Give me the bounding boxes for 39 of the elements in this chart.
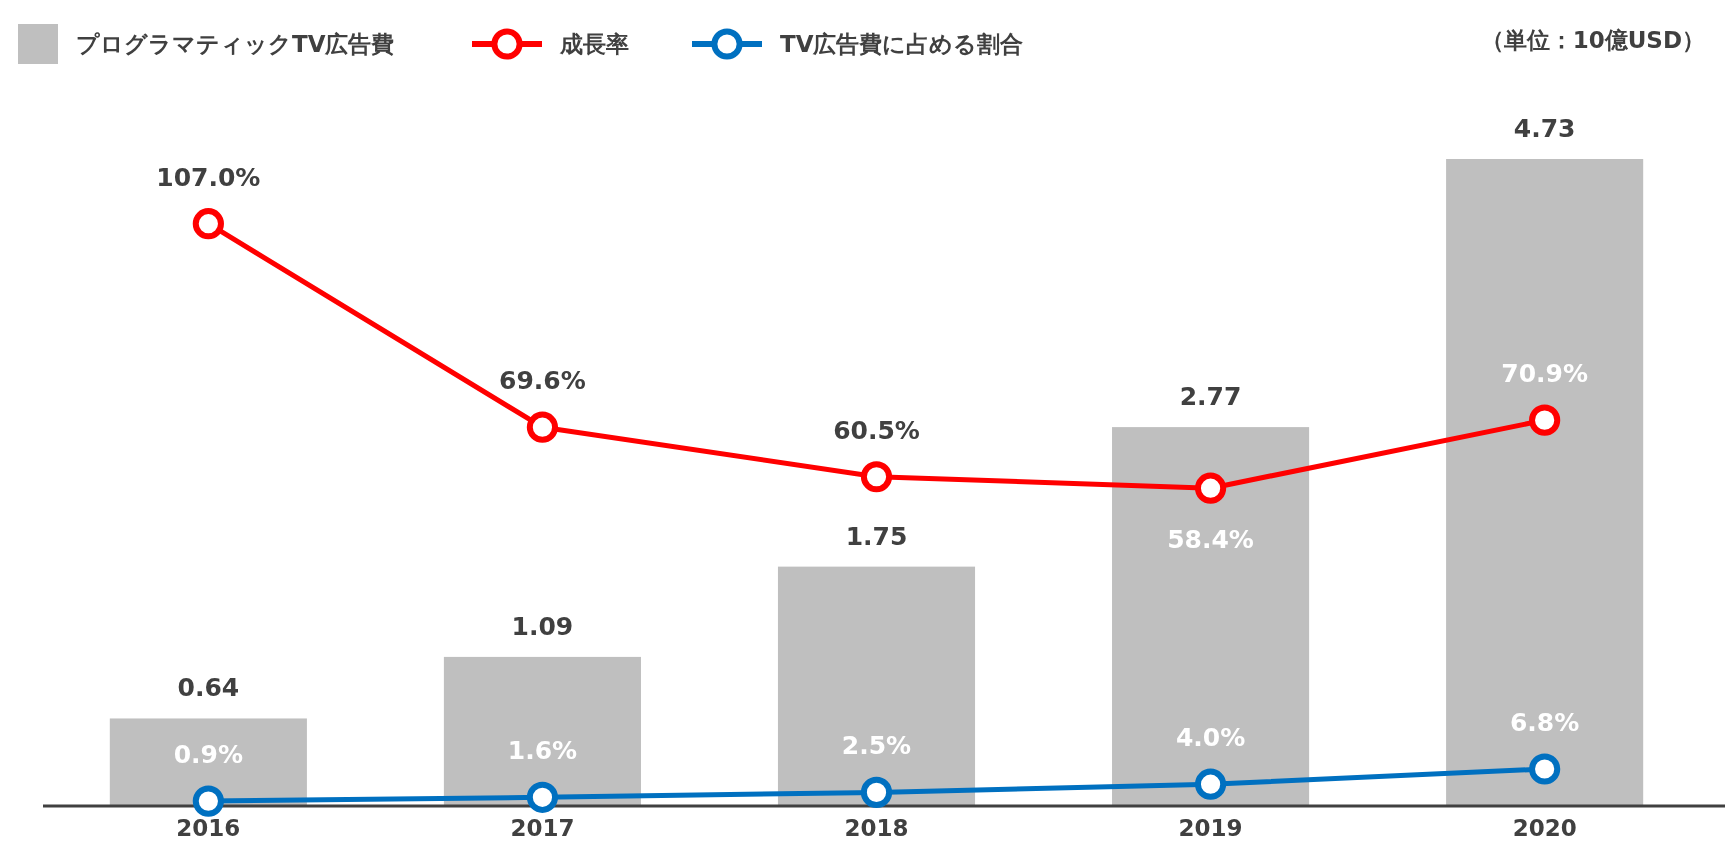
point bbox=[860, 776, 893, 808]
data-label: 1.09 bbox=[511, 611, 574, 641]
data-label: 107.0% bbox=[156, 162, 261, 192]
data-label: 0.64 bbox=[177, 673, 240, 703]
data-label: 69.6% bbox=[499, 366, 586, 396]
point bbox=[860, 461, 893, 493]
x-tick-label: 2018 bbox=[844, 815, 909, 841]
bar bbox=[109, 718, 307, 806]
data-label: 2.77 bbox=[1179, 382, 1242, 412]
x-tick-label: 2016 bbox=[176, 815, 241, 841]
legend-label: プログラマティックTV広告費 bbox=[76, 31, 395, 57]
bar bbox=[1446, 159, 1644, 806]
x-tick-label: 2019 bbox=[1178, 815, 1243, 841]
x-tick-label: 2020 bbox=[1512, 815, 1577, 841]
bar bbox=[777, 566, 976, 806]
bar bbox=[1112, 427, 1310, 806]
data-label: 60.5% bbox=[833, 415, 920, 445]
legend-label: TV広告費に占める割合 bbox=[780, 31, 1024, 57]
data-label: 1.6% bbox=[507, 736, 578, 766]
text: （単位：10億USD） bbox=[1480, 27, 1705, 53]
x-tick-label: 2017 bbox=[510, 815, 575, 841]
point bbox=[1194, 472, 1227, 504]
data-label: 58.4% bbox=[1167, 525, 1254, 555]
point bbox=[192, 208, 224, 240]
point bbox=[1529, 753, 1561, 785]
data-label: 4.73 bbox=[1513, 114, 1576, 143]
point bbox=[526, 411, 559, 443]
bar bbox=[443, 656, 641, 806]
data-label: 1.75 bbox=[845, 521, 908, 551]
point bbox=[1194, 768, 1227, 800]
data-label: 0.9% bbox=[173, 740, 244, 770]
data-label: 2.5% bbox=[841, 731, 912, 761]
data-label: 4.0% bbox=[1175, 723, 1246, 753]
point bbox=[1529, 404, 1561, 436]
data-label: 6.8% bbox=[1509, 707, 1580, 737]
point bbox=[192, 785, 224, 817]
data-label: 70.9% bbox=[1501, 359, 1588, 389]
point bbox=[526, 781, 559, 813]
legend-label: 成長率 bbox=[559, 31, 629, 57]
